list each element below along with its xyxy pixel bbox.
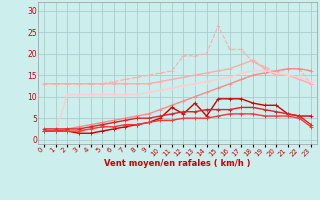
X-axis label: Vent moyen/en rafales ( km/h ): Vent moyen/en rafales ( km/h ) [104,159,251,168]
